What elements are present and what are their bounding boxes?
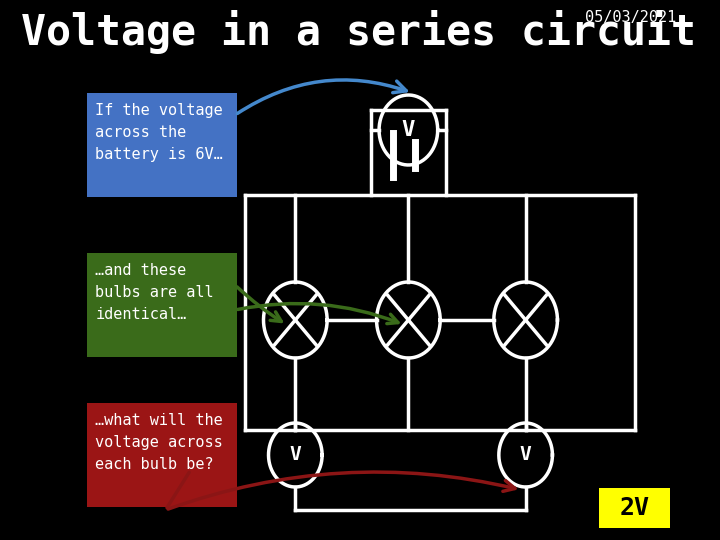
Text: …and these
bulbs are all
identical…: …and these bulbs are all identical… <box>95 263 214 322</box>
Text: V: V <box>402 120 415 140</box>
FancyBboxPatch shape <box>599 488 670 528</box>
Text: V: V <box>520 446 531 464</box>
Text: 2V: 2V <box>619 496 649 520</box>
Text: …what will the
voltage across
each bulb be?: …what will the voltage across each bulb … <box>95 413 223 472</box>
Text: 05/03/2021: 05/03/2021 <box>585 10 676 25</box>
Text: Voltage in a series circuit: Voltage in a series circuit <box>21 10 696 54</box>
Text: If the voltage
across the
battery is 6V…: If the voltage across the battery is 6V… <box>95 103 223 163</box>
FancyBboxPatch shape <box>87 253 237 357</box>
Text: V: V <box>289 446 301 464</box>
FancyBboxPatch shape <box>87 93 237 197</box>
FancyBboxPatch shape <box>87 403 237 507</box>
